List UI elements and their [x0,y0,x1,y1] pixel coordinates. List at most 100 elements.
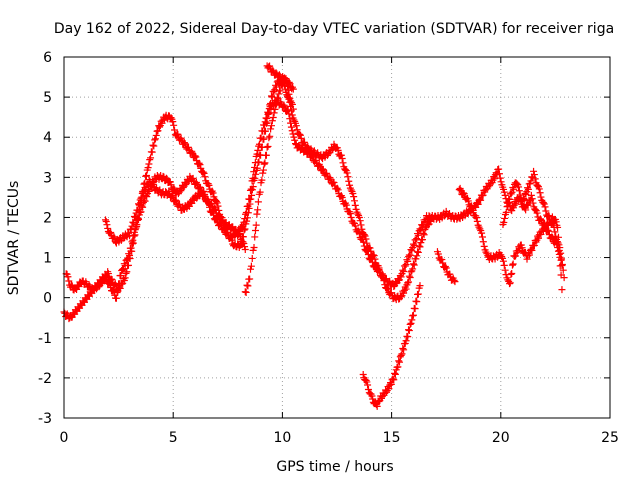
data-point [356,217,364,225]
y-tick-label: 2 [43,210,52,226]
data-point [468,205,476,213]
data-point [65,277,73,285]
data-point [181,140,189,148]
data-point [409,311,417,319]
data-point [535,185,543,193]
data-point [241,243,249,251]
data-point [519,195,527,203]
data-point [343,169,351,177]
data-point [504,202,512,210]
data-point [347,213,355,221]
data-point [410,261,418,269]
data-point [404,257,412,265]
y-tick-label: 4 [43,130,52,146]
data-point [534,182,542,190]
data-point [264,142,272,150]
data-point [116,284,124,292]
data-point [397,293,405,301]
data-point [129,218,137,226]
data-point [408,316,416,324]
data-point [549,220,557,228]
data-point [261,127,269,135]
data-point [241,288,249,296]
data-point [477,196,485,204]
data-point [129,239,137,247]
data-point [509,260,517,268]
data-point [249,183,257,191]
data-point [285,90,293,98]
data-point [473,217,481,225]
data-point [478,229,486,237]
data-point [507,270,515,278]
data-point [474,200,482,208]
data-point [545,212,553,220]
data-point [104,224,112,232]
data-point [247,195,255,203]
data-point [314,162,322,170]
data-point [275,90,283,98]
data-point [371,255,379,263]
data-point [286,115,294,123]
data-point [404,279,412,287]
data-point [495,170,503,178]
data-point [523,255,531,263]
data-point [291,136,299,144]
data-point [152,131,160,139]
data-point [189,174,197,182]
data-point [288,111,296,119]
data-point [192,153,200,161]
data-point [409,265,417,273]
data-point [385,385,393,393]
data-point [361,232,369,240]
data-point [174,130,182,138]
data-point [134,214,142,222]
data-point [184,143,192,151]
data-point [270,109,278,117]
data-point [337,151,345,159]
data-point [128,222,136,230]
data-point [391,370,399,378]
data-point [112,294,120,302]
data-point [243,214,251,222]
data-point [122,269,130,277]
data-point [103,221,111,229]
data-point [131,213,139,221]
y-tick-label: -1 [38,331,52,347]
x-tick-label: 0 [60,430,69,446]
data-point [333,184,341,192]
data-point [228,236,236,244]
data-point [251,174,259,182]
data-point [409,260,417,268]
data-point [287,123,295,131]
data-point [416,243,424,251]
data-point [373,402,381,410]
data-point [539,199,547,207]
data-point [290,133,298,141]
data-point [528,246,536,254]
data-point [172,197,180,205]
data-point [376,268,384,276]
data-point [534,234,542,242]
data-point [267,125,275,133]
data-point [427,217,435,225]
data-point [537,193,545,201]
data-point [142,185,150,193]
data-point [406,320,414,328]
data-point [510,185,518,193]
data-point [151,136,159,144]
data-point [524,184,532,192]
data-point [364,381,372,389]
data-point [200,169,208,177]
data-point [441,262,449,270]
data-point [486,180,494,188]
data-point [414,290,422,298]
data-point [402,261,410,269]
data-point [265,134,273,142]
data-point [357,221,365,229]
data-point [127,225,135,233]
data-point [288,127,296,135]
data-point [407,319,415,327]
data-point [501,191,509,199]
data-point [268,93,276,101]
data-point [459,189,467,197]
